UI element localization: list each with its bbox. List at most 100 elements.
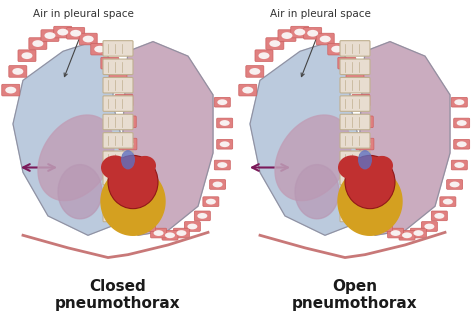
Ellipse shape (358, 150, 372, 170)
FancyBboxPatch shape (103, 151, 133, 166)
FancyBboxPatch shape (115, 94, 133, 106)
FancyBboxPatch shape (103, 206, 133, 222)
FancyBboxPatch shape (117, 160, 135, 172)
Ellipse shape (413, 230, 423, 236)
Ellipse shape (187, 223, 197, 230)
FancyBboxPatch shape (356, 138, 374, 150)
FancyBboxPatch shape (355, 116, 373, 128)
Ellipse shape (108, 155, 158, 209)
Ellipse shape (349, 77, 361, 84)
Ellipse shape (269, 40, 280, 47)
Text: Air in pleural space: Air in pleural space (33, 10, 134, 19)
FancyBboxPatch shape (352, 94, 370, 106)
FancyBboxPatch shape (454, 139, 470, 149)
Ellipse shape (118, 182, 128, 187)
Ellipse shape (320, 36, 331, 42)
Ellipse shape (94, 46, 105, 53)
Ellipse shape (307, 30, 318, 37)
FancyBboxPatch shape (451, 160, 467, 170)
FancyBboxPatch shape (304, 28, 322, 39)
FancyBboxPatch shape (340, 114, 370, 130)
FancyBboxPatch shape (103, 114, 133, 130)
Ellipse shape (217, 99, 228, 105)
Ellipse shape (219, 141, 230, 147)
FancyBboxPatch shape (91, 43, 109, 55)
FancyBboxPatch shape (18, 50, 36, 61)
Polygon shape (58, 165, 102, 219)
Ellipse shape (359, 119, 370, 125)
Ellipse shape (424, 223, 434, 230)
FancyBboxPatch shape (454, 118, 470, 128)
FancyBboxPatch shape (340, 170, 370, 185)
FancyBboxPatch shape (246, 66, 264, 77)
Ellipse shape (355, 182, 365, 187)
FancyBboxPatch shape (140, 222, 155, 231)
Ellipse shape (338, 155, 366, 180)
FancyBboxPatch shape (103, 41, 133, 56)
FancyBboxPatch shape (340, 59, 370, 74)
FancyBboxPatch shape (340, 188, 370, 203)
FancyBboxPatch shape (173, 228, 190, 238)
Ellipse shape (70, 30, 81, 37)
FancyBboxPatch shape (214, 97, 230, 107)
FancyBboxPatch shape (203, 197, 219, 206)
Ellipse shape (361, 199, 371, 204)
FancyBboxPatch shape (130, 211, 146, 221)
Ellipse shape (12, 68, 23, 75)
Ellipse shape (294, 29, 305, 36)
FancyBboxPatch shape (340, 133, 370, 148)
Ellipse shape (249, 68, 260, 75)
FancyBboxPatch shape (103, 170, 133, 185)
Ellipse shape (133, 213, 143, 219)
Ellipse shape (165, 232, 175, 238)
Ellipse shape (213, 182, 223, 187)
Ellipse shape (434, 213, 444, 219)
FancyBboxPatch shape (340, 206, 370, 222)
Ellipse shape (331, 46, 342, 53)
FancyBboxPatch shape (162, 230, 178, 240)
FancyBboxPatch shape (328, 43, 346, 55)
FancyBboxPatch shape (440, 197, 456, 206)
FancyBboxPatch shape (9, 66, 27, 77)
Polygon shape (295, 165, 339, 219)
Polygon shape (360, 42, 450, 235)
FancyBboxPatch shape (2, 84, 20, 96)
Polygon shape (13, 42, 123, 235)
Ellipse shape (356, 97, 366, 104)
FancyBboxPatch shape (114, 180, 130, 189)
FancyBboxPatch shape (29, 38, 47, 49)
Polygon shape (275, 115, 351, 201)
Ellipse shape (345, 155, 395, 209)
FancyBboxPatch shape (109, 74, 127, 86)
Ellipse shape (83, 36, 94, 42)
Ellipse shape (454, 99, 465, 105)
Ellipse shape (443, 199, 453, 204)
Ellipse shape (258, 52, 270, 59)
Ellipse shape (402, 232, 412, 238)
FancyBboxPatch shape (354, 160, 372, 172)
Ellipse shape (359, 141, 370, 147)
Polygon shape (101, 167, 165, 235)
FancyBboxPatch shape (217, 118, 233, 128)
FancyBboxPatch shape (388, 228, 403, 238)
FancyBboxPatch shape (255, 50, 273, 61)
Ellipse shape (456, 120, 467, 126)
Text: Air in pleural space: Air in pleural space (270, 10, 371, 19)
Ellipse shape (104, 60, 115, 67)
Ellipse shape (353, 184, 364, 190)
FancyBboxPatch shape (291, 26, 309, 38)
FancyBboxPatch shape (278, 30, 296, 42)
Ellipse shape (371, 156, 393, 175)
FancyBboxPatch shape (340, 96, 370, 111)
Ellipse shape (350, 162, 360, 168)
FancyBboxPatch shape (316, 33, 334, 45)
Ellipse shape (282, 32, 292, 39)
Ellipse shape (456, 141, 467, 147)
Ellipse shape (370, 213, 380, 219)
Ellipse shape (134, 156, 156, 175)
FancyBboxPatch shape (151, 228, 166, 238)
FancyBboxPatch shape (103, 96, 133, 111)
Ellipse shape (357, 163, 368, 169)
FancyBboxPatch shape (103, 59, 133, 74)
FancyBboxPatch shape (103, 133, 133, 148)
